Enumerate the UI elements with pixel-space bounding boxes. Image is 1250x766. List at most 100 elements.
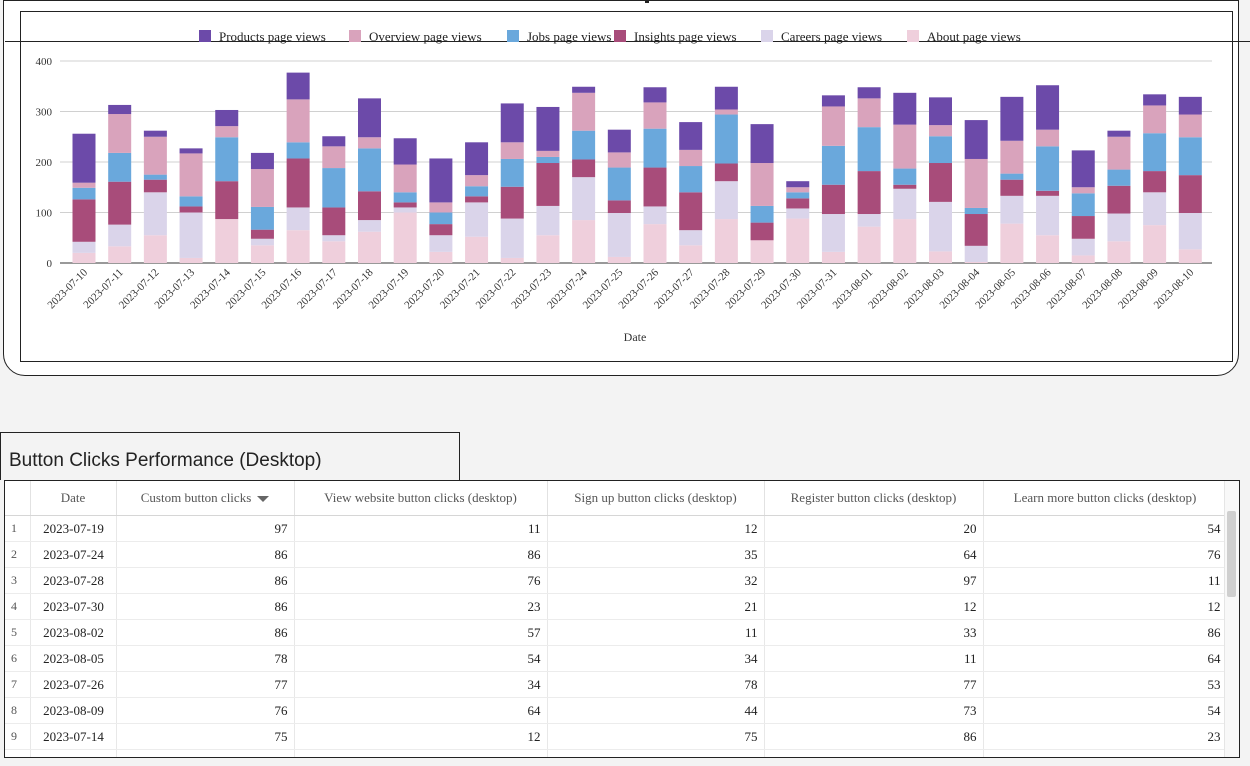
cell-learn: 76: [983, 541, 1228, 568]
cell-idx: 10: [5, 749, 31, 757]
bar-segment-jobs: [929, 136, 952, 164]
table-row[interactable]: 7 2023-07-26 77 34 78 77 53: [5, 671, 1228, 698]
cell-custom: 97: [116, 515, 295, 542]
bar-segment-products: [500, 103, 524, 143]
bar-segment-overview: [465, 175, 489, 187]
cell-view: 34: [294, 671, 548, 698]
column-header-learn-more[interactable]: Learn more button clicks (desktop): [983, 481, 1228, 516]
cell-view: 86: [294, 541, 548, 568]
bar-segment-careers: [536, 205, 560, 236]
bar-segment-products: [821, 95, 845, 107]
table-row[interactable]: 1 2023-07-19 97 11 12 20 54: [5, 515, 1228, 542]
bar-segment-overview: [500, 142, 524, 159]
bar-segment-insights: [358, 191, 381, 221]
bar-segment-insights: [465, 196, 489, 203]
table-header-row: Date Custom button clicks View website b…: [5, 481, 1228, 516]
legend-label: Products page views: [219, 29, 326, 44]
table-row[interactable]: 9 2023-07-14 75 12 75 86 23: [5, 723, 1228, 750]
column-header-label: Sign up button clicks (desktop): [574, 490, 737, 505]
cell-idx: 6: [5, 645, 31, 672]
cell-register: 97: [764, 567, 984, 594]
bar-segment-jobs: [857, 127, 881, 172]
bar-segment-overview: [786, 187, 810, 193]
bar-segment-overview: [72, 182, 96, 188]
table-row[interactable]: 4 2023-07-30 86 23 21 12 12: [5, 593, 1228, 620]
cell-custom: 86: [116, 619, 295, 646]
cell-signup: 34: [547, 645, 765, 672]
cell-register: 64: [764, 541, 984, 568]
bar-segment-overview: [964, 158, 988, 208]
bar-segment-products: [929, 97, 952, 126]
bar-segment-products: [322, 136, 346, 147]
cell-date: 2023-07-19: [30, 515, 117, 542]
cell-date: 2023-07-14: [30, 723, 117, 750]
bar-segment-overview: [1143, 105, 1167, 134]
table-row[interactable]: 3 2023-07-28 86 76 32 97 11: [5, 567, 1228, 594]
bar-segment-overview: [393, 164, 417, 193]
bar-segment-insights: [786, 198, 810, 209]
column-header-custom-clicks[interactable]: Custom button clicks: [116, 481, 295, 516]
bar-segment-jobs: [786, 192, 810, 199]
column-header-label: View website button clicks (desktop): [324, 490, 517, 505]
bar-segment-products: [1107, 130, 1131, 137]
bar-segment-careers: [393, 207, 417, 213]
bar-segment-careers: [108, 224, 132, 247]
bar-segment-about: [1107, 241, 1131, 263]
column-header-date[interactable]: Date: [30, 481, 117, 516]
legend-label: Jobs page views: [527, 29, 612, 44]
bar-segment-careers: [465, 202, 489, 237]
table-title-box: [0, 432, 460, 480]
cell-view: 76: [294, 567, 548, 594]
bar-segment-products: [786, 181, 810, 188]
bar-segment-jobs: [286, 142, 310, 159]
bar-segment-about: [465, 236, 489, 263]
bar-segment-about: [250, 245, 274, 263]
bar-segment-products: [1071, 150, 1095, 188]
bar-segment-about: [572, 220, 596, 263]
table-row[interactable]: 2 2023-07-24 86 86 35 64 76: [5, 541, 1228, 568]
bar-segment-overview: [679, 149, 703, 167]
bar-segment-about: [536, 235, 560, 263]
bar-segment-jobs: [821, 145, 845, 185]
stacked-bar-chart: 01002003004002023-07-102023-07-112023-07…: [36, 29, 1212, 344]
bar-segment-about: [1178, 249, 1202, 263]
bar-segment-insights: [572, 159, 596, 178]
table-row[interactable]: 8 2023-08-09 76 64 44 73 54: [5, 697, 1228, 724]
column-header-view-website[interactable]: View website button clicks (desktop): [294, 481, 548, 516]
cell-idx: 1: [5, 515, 31, 542]
table-row[interactable]: 5 2023-08-02 86 57 11 33 86: [5, 619, 1228, 646]
top-tick-mark: [645, 0, 649, 3]
bar-segment-insights: [286, 158, 310, 208]
bar-segment-jobs: [643, 128, 667, 168]
cell-register: 33: [764, 619, 984, 646]
bar-segment-careers: [1071, 238, 1095, 256]
bar-segment-about: [1036, 235, 1060, 263]
y-tick-label: 200: [36, 157, 53, 169]
legend-label: Insights page views: [634, 29, 737, 44]
cell-view: 64: [294, 697, 548, 724]
bar-segment-careers: [250, 238, 274, 246]
bar-segment-products: [429, 158, 453, 203]
bar-segment-products: [1143, 94, 1167, 106]
sort-desc-icon[interactable]: [257, 496, 270, 503]
bar-segment-jobs: [215, 137, 239, 182]
cell-learn: 86: [983, 619, 1228, 646]
table-row[interactable]: 6 2023-08-05 78 54 34 11 64: [5, 645, 1228, 672]
column-header-register[interactable]: Register button clicks (desktop): [764, 481, 984, 516]
bar-segment-insights: [143, 179, 167, 193]
legend-swatch: [907, 30, 919, 42]
bar-segment-careers: [893, 188, 917, 220]
bar-segment-overview: [179, 153, 203, 197]
bar-segment-products: [857, 87, 881, 99]
cell-idx: 7: [5, 671, 31, 698]
cell-date: 2023-08-05: [30, 645, 117, 672]
bar-segment-overview: [143, 136, 167, 175]
bar-segment-insights: [1036, 190, 1060, 196]
bar-segment-insights: [393, 202, 417, 208]
table-scrollbar-thumb[interactable]: [1227, 511, 1236, 597]
bar-segment-jobs: [358, 148, 381, 192]
legend-swatch: [199, 30, 211, 42]
column-header-sign-up[interactable]: Sign up button clicks (desktop): [547, 481, 765, 516]
legend-swatch: [614, 30, 626, 42]
